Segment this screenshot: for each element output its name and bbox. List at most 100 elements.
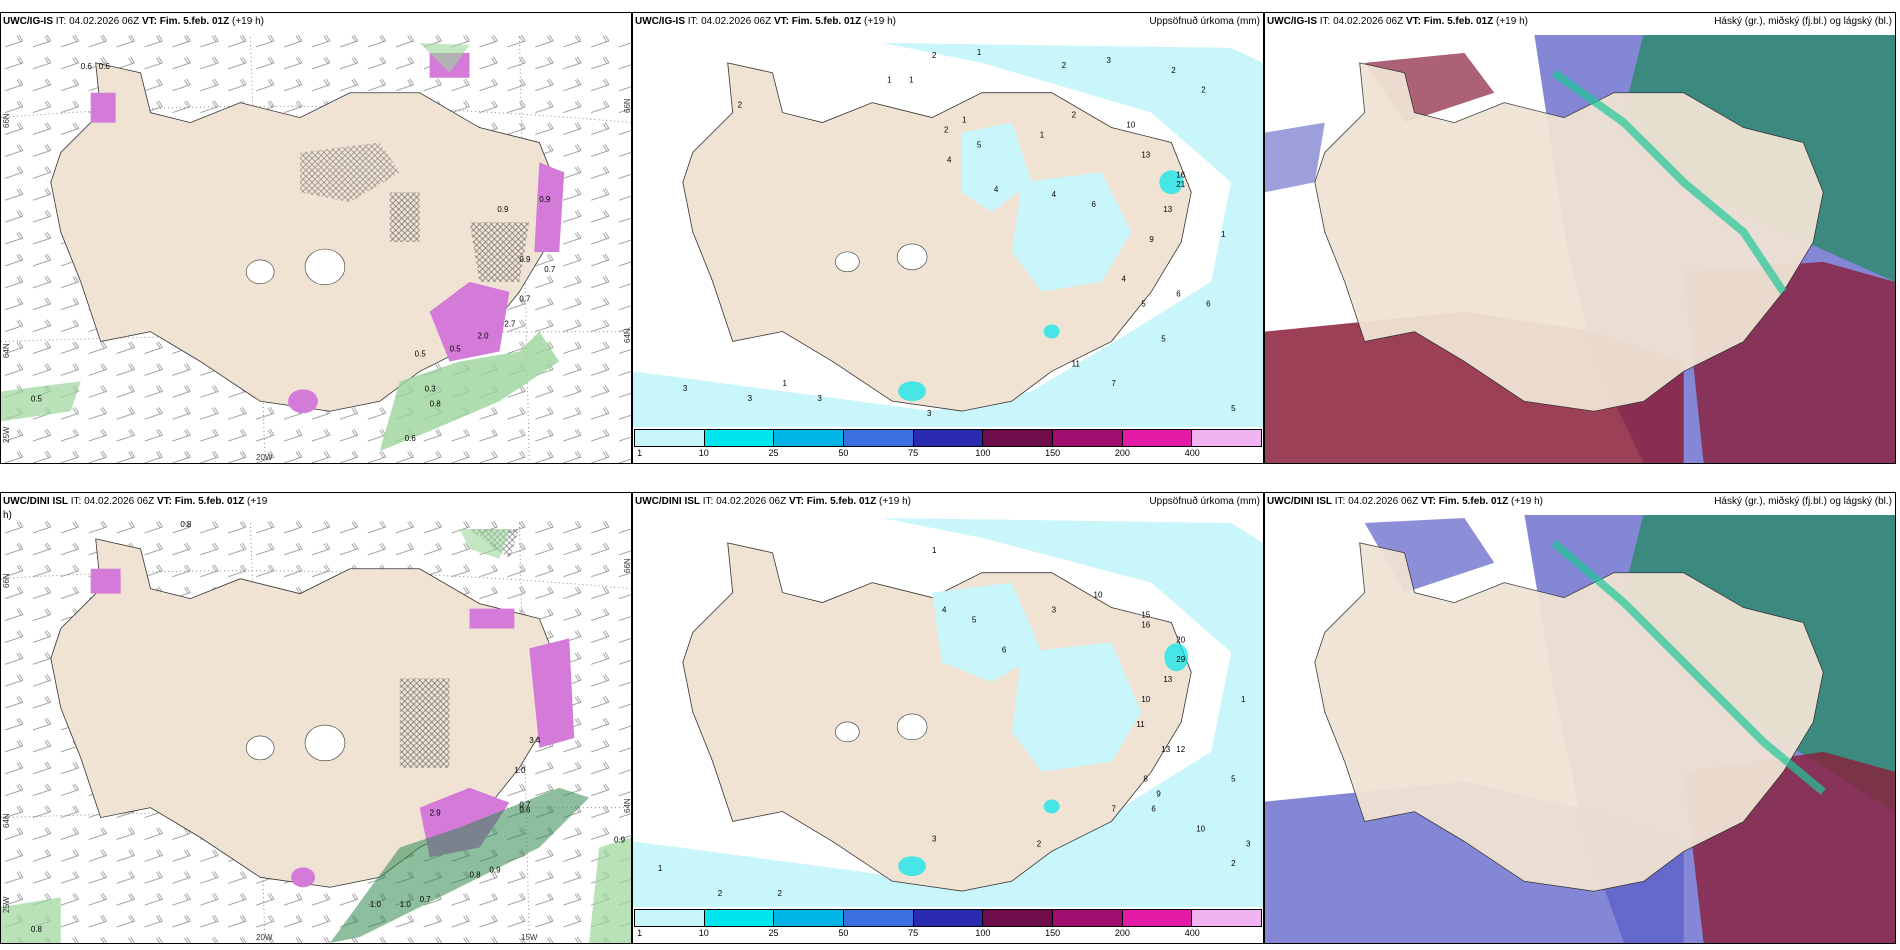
init-time: IT: 04.02.2026 06Z <box>702 496 787 507</box>
valid-time: VT: Fim. 5.feb. 01Z <box>156 496 245 507</box>
value-label: 0.3 <box>425 384 437 393</box>
legend-swatch <box>704 430 775 446</box>
legend-swatch <box>1122 910 1193 926</box>
value-label: 11 <box>1072 359 1081 368</box>
legend-swatch <box>1192 910 1262 926</box>
value-label: 1.0 <box>514 766 526 775</box>
value-label: 2 <box>738 101 743 110</box>
value-label: 10 <box>1141 695 1150 704</box>
panel-top-right: UWC/IG-IS IT: 04.02.2026 06Z VT: Fim. 5.… <box>1264 12 1896 464</box>
valid-time: VT: Fim. 5.feb. 01Z <box>1420 496 1509 507</box>
value-label: 2.0 <box>477 332 489 341</box>
lead-time: (+19 h) <box>232 16 264 27</box>
precip-map: 1 2 2 1 4 5 6 3 10 15 16 20 29 13 12 13 … <box>633 513 1263 907</box>
legend-swatch <box>1122 430 1193 446</box>
panel-bottom-middle: UWC/DINI ISL IT: 04.02.2026 06Z VT: Fim.… <box>632 492 1264 944</box>
value-label: 15 <box>1141 610 1150 619</box>
value-label: 1.0 <box>370 900 382 909</box>
value-label: 8 <box>1143 775 1148 784</box>
lat-label-66n: 66N <box>2 113 11 128</box>
legend-swatch <box>844 910 914 926</box>
value-label: 2 <box>778 889 783 898</box>
value-label: 10 <box>1196 824 1205 833</box>
panel-header: UWC/DINI ISL IT: 04.02.2026 06Z VT: Fim.… <box>633 493 1263 515</box>
legend-tick-label: 1 <box>637 928 643 938</box>
lead-time: (+19 h) <box>1496 16 1528 27</box>
panel-header: UWC/DINI ISL IT: 04.02.2026 06Z VT: Fim.… <box>1265 493 1895 515</box>
value-label: 0.6 <box>81 62 93 71</box>
model-name: UWC/IG-IS <box>635 16 685 27</box>
value-label: 2.9 <box>430 809 442 818</box>
value-label: 0.5 <box>450 345 462 354</box>
legend-swatch <box>774 910 845 926</box>
legend-tick-label: 1 <box>637 448 643 458</box>
legend-color-bar <box>634 909 1262 927</box>
legend-swatch <box>983 910 1054 926</box>
value-label: 2 <box>944 126 949 135</box>
value-label: 13 <box>1161 745 1170 754</box>
legend-tick-label: 200 <box>1114 928 1130 938</box>
init-time: IT: 04.02.2026 06Z <box>687 16 772 27</box>
value-label: 13 <box>1163 675 1172 684</box>
value-label: 0.7 <box>420 895 432 904</box>
valid-time: VT: Fim. 5.feb. 01Z <box>1405 16 1494 27</box>
legend-swatch <box>913 910 984 926</box>
model-name: UWC/DINI ISL <box>1267 496 1332 507</box>
panel-top-middle: UWC/IG-IS IT: 04.02.2026 06Z VT: Fim. 5.… <box>632 12 1264 464</box>
wind-snow-map: 0.8 2.9 0.8 0.9 0.7 1.0 0.9 0.8 0.7 1.0 … <box>1 519 631 943</box>
lead-time: (+19 h) <box>879 496 911 507</box>
value-label: 3 <box>932 834 937 843</box>
wind-snow-map: 0.5 0.7 0.5 0.6 0.6 0.6 0.8 0.3 2.0 2.7 … <box>1 33 631 463</box>
legend-tick-label: 50 <box>838 928 849 938</box>
init-time: IT: 04.02.2026 06Z <box>70 496 155 507</box>
lat-label-66n: 66N <box>2 573 11 588</box>
value-label: 4 <box>1121 275 1126 284</box>
legend-tick-label: 75 <box>908 448 919 458</box>
value-label: 2.7 <box>504 320 516 329</box>
value-label: 2 <box>1062 61 1067 70</box>
value-label: 0.5 <box>415 350 427 359</box>
legend-tick-label: 100 <box>975 928 991 938</box>
cloud-map <box>1265 513 1895 943</box>
init-time: IT: 04.02.2026 06Z <box>1319 16 1404 27</box>
value-label: 6 <box>1206 300 1211 309</box>
value-label: 0.7 <box>519 295 531 304</box>
value-label: 4 <box>994 185 999 194</box>
lead-time: (+19 h) <box>864 16 896 27</box>
value-label: 29 <box>1176 655 1185 664</box>
value-label: 0.8 <box>470 870 482 879</box>
legend-tick-label: 25 <box>768 448 779 458</box>
value-label: 0.6 <box>99 62 111 71</box>
value-label: 12 <box>1176 745 1185 754</box>
value-label: 1 <box>977 48 982 57</box>
panel-bottom-right: UWC/DINI ISL IT: 04.02.2026 06Z VT: Fim.… <box>1264 492 1896 944</box>
value-label: 0.8 <box>180 520 192 529</box>
value-label: 6 <box>1092 200 1097 209</box>
panel-title: Háský (gr.), miðský (fj.bl.) og lágský (… <box>1714 496 1892 507</box>
legend-swatch <box>1192 430 1262 446</box>
value-label: 13 <box>1163 205 1172 214</box>
panel-header: UWC/IG-IS IT: 04.02.2026 06Z VT: Fim. 5.… <box>633 13 1263 35</box>
model-name: UWC/DINI ISL <box>635 496 700 507</box>
value-label: 5 <box>1231 404 1236 413</box>
legend-swatch <box>635 910 705 926</box>
value-label: 20 <box>1176 635 1185 644</box>
legend-tick-label: 100 <box>975 448 991 458</box>
value-label: 11 <box>1136 720 1145 729</box>
value-label: 4 <box>1052 190 1057 199</box>
value-label: 0.7 <box>544 265 556 274</box>
value-label: 0.5 <box>31 394 43 403</box>
value-label: 3 <box>748 394 753 403</box>
value-label: 2 <box>1231 859 1236 868</box>
value-label: 1 <box>658 864 663 873</box>
legend-swatch <box>983 430 1054 446</box>
value-label: 1 <box>1221 230 1226 239</box>
value-label: 16 <box>1141 620 1150 629</box>
panel-header: UWC/IG-IS IT: 04.02.2026 06Z VT: Fim. 5.… <box>1265 13 1895 35</box>
right-lat-label-66n: 66N <box>623 558 632 573</box>
value-label: 6 <box>1176 290 1181 299</box>
panel-top-left: UWC/IG-IS IT: 04.02.2026 06Z VT: Fim. 5.… <box>0 12 632 464</box>
value-label: 1 <box>909 76 914 85</box>
value-label: 3 <box>683 384 688 393</box>
legend-tick-label: 50 <box>838 448 849 458</box>
